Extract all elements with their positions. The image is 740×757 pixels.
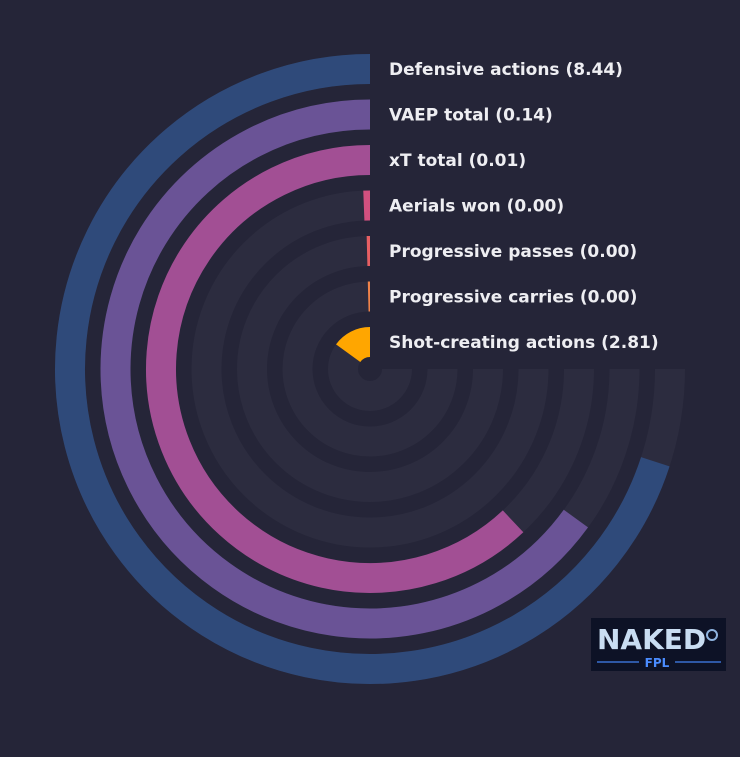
label-aerials-won: Aerials won (0.00) (389, 197, 564, 217)
logo-face-icon (706, 629, 718, 641)
track-progressive-passes (237, 236, 503, 502)
label-group: Defensive actions (8.44) VAEP total (0.14… (389, 60, 659, 353)
logo-text: NAKED (597, 623, 706, 656)
logo-subtext: FPL (645, 656, 670, 670)
label-progressive-passes: Progressive passes (0.00) (389, 242, 637, 262)
label-defensive-actions: Defensive actions (8.44) (389, 60, 623, 80)
label-shot-creating-actions: Shot-creating actions (2.81) (389, 333, 659, 353)
bar-defensive-actions (55, 54, 670, 684)
bar-xt-total (146, 145, 524, 593)
track-progressive-carries (282, 281, 458, 457)
naked-fpl-logo: NAKED FPL (591, 618, 726, 671)
track-aerials-won (191, 190, 549, 548)
bar-group (55, 54, 670, 684)
label-vaep-total: VAEP total (0.14) (389, 106, 553, 126)
label-xt-total: xT total (0.01) (389, 151, 526, 171)
label-progressive-carries: Progressive carries (0.00) (389, 288, 637, 308)
bar-shot-creating-actions (336, 327, 372, 363)
bar-vaep-total (100, 99, 589, 639)
